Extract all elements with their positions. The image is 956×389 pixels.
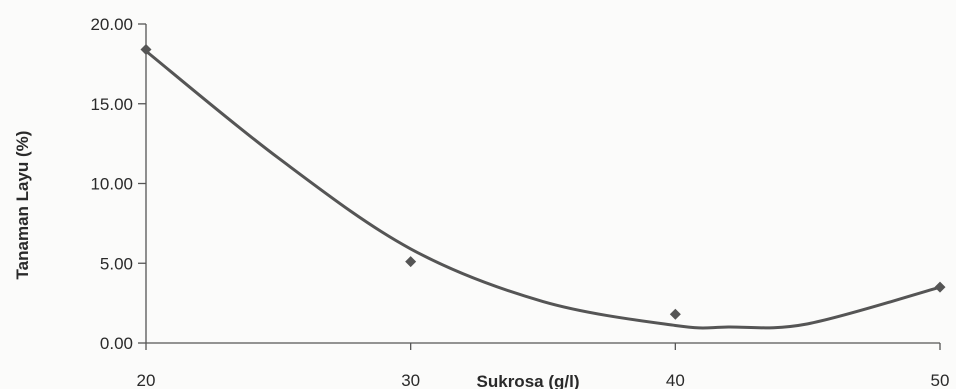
data-point [669, 308, 681, 320]
y-tick-label: 15.00 [90, 95, 133, 114]
data-point [934, 281, 946, 293]
y-tick-label: 0.00 [100, 334, 133, 353]
data-point [140, 44, 152, 56]
plot-area: 0.00 5.00 10.00 15.00 20.00 20 30 40 50 [90, 15, 949, 389]
x-tick-label: 30 [401, 371, 420, 389]
x-tick-label: 20 [137, 371, 156, 389]
y-axis-title: Tanaman Layu (%) [13, 131, 32, 280]
y-tick-label: 10.00 [90, 175, 133, 194]
data-point [405, 256, 417, 268]
y-tick-label: 5.00 [100, 254, 133, 273]
x-tick-label: 40 [666, 371, 685, 389]
x-axis-title: Sukrosa (g/l) [477, 372, 580, 389]
trendline [144, 49, 942, 330]
x-tick-label: 50 [931, 371, 950, 389]
y-tick-label: 20.00 [90, 15, 133, 34]
